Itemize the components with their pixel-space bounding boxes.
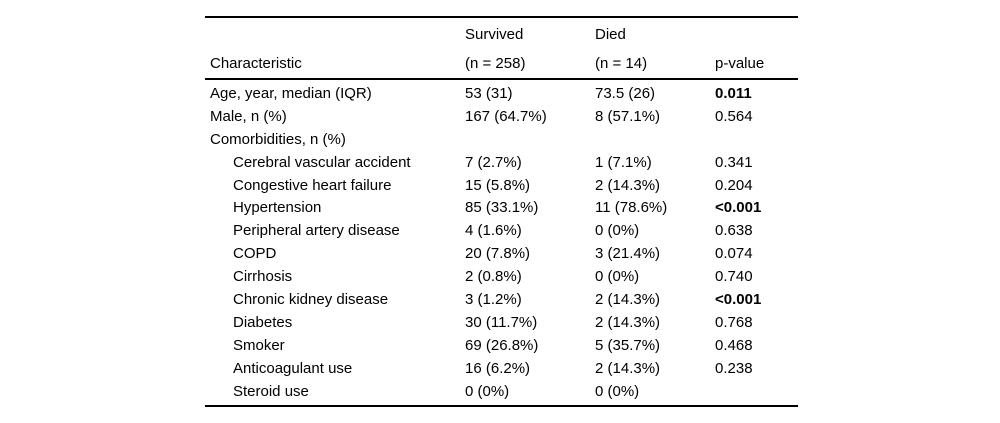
header-spacer (715, 20, 798, 49)
table-row: Hypertension 85 (33.1%) 11 (78.6%) <0.001 (205, 197, 798, 220)
p-value-cell: 0.740 (715, 268, 753, 286)
row-label-cell: Peripheral artery disease (233, 222, 400, 240)
table-row: COPD 20 (7.8%) 3 (21.4%) 0.074 (205, 243, 798, 266)
row-label-cell: Cerebral vascular accident (233, 153, 411, 171)
died-value-cell: 0 (0%) (595, 222, 640, 240)
clinical-outcomes-table: Characteristic Survived (n = 258) Died (… (205, 16, 798, 408)
row-label-cell: Congestive heart failure (233, 176, 392, 194)
table-row: Chronic kidney disease 3 (1.2%) 2 (14.3%) <… (205, 289, 798, 312)
header-spacer (210, 20, 465, 49)
header-survived-cell: Survived (n = 258) (465, 20, 595, 78)
table-row: Steroid use 0 (0%) 0 (0%) (205, 381, 798, 404)
survived-value-cell: 30 (11.7%) (465, 313, 538, 331)
died-value-cell: 5 (35.7%) (595, 336, 661, 354)
p-value-cell: 0.768 (715, 313, 753, 331)
row-label-cell: Steroid use (233, 382, 309, 400)
survived-value-cell: 16 (6.2%) (465, 359, 531, 377)
survived-value-cell: 69 (26.8%) (465, 336, 539, 354)
died-value-cell: 11 (78.6%) (595, 199, 668, 217)
column-header-survived-n: (n = 258) (465, 55, 526, 72)
survived-value-cell: 7 (2.7%) (465, 153, 522, 171)
table-row: Age, year, median (IQR) 53 (31) 73.5 (26) 0… (205, 83, 798, 106)
p-value-cell: 0.074 (715, 245, 753, 263)
row-label-cell: Anticoagulant use (233, 359, 353, 377)
table-header: Characteristic Survived (n = 258) Died (… (205, 18, 798, 78)
header-died-cell: Died (n = 14) (595, 20, 715, 78)
header-pvalue-cell: p-value (715, 20, 798, 78)
died-value-cell: 0 (0%) (595, 382, 640, 400)
table-row: Anticoagulant use 16 (6.2%) 2 (14.3%) 0.238 (205, 358, 798, 381)
survived-value-cell: 20 (7.8%) (465, 245, 531, 263)
p-value-cell: 0.341 (715, 153, 753, 171)
table-row: Diabetes 30 (11.7%) 2 (14.3%) 0.768 (205, 312, 798, 335)
table-row: Congestive heart failure 15 (5.8%) 2 (14.3… (205, 175, 798, 198)
died-value-cell: 2 (14.3%) (595, 359, 661, 377)
died-value-cell: 3 (21.4%) (595, 245, 661, 263)
p-value-cell: <0.001 (715, 199, 762, 217)
column-header-pvalue: p-value (715, 55, 765, 72)
survived-value-cell: 15 (5.8%) (465, 176, 531, 194)
column-header-characteristic: Characteristic (210, 55, 302, 72)
column-header-died: Died (595, 26, 626, 43)
p-value-cell: 0.011 (715, 85, 752, 102)
died-value-cell: 8 (57.1%) (595, 107, 661, 125)
column-header-survived: Survived (465, 26, 524, 43)
row-label-cell: Comorbidities, n (%) (210, 130, 346, 148)
died-value-cell: 2 (14.3%) (595, 176, 661, 194)
p-value-cell: 0.564 (715, 107, 753, 125)
header-characteristic-cell: Characteristic (205, 20, 465, 78)
p-value-cell: 0.638 (715, 222, 753, 240)
p-value-cell (715, 129, 798, 152)
p-value-cell: 0.238 (715, 359, 753, 377)
table-body: Age, year, median (IQR) 53 (31) 73.5 (26) 0… (205, 80, 798, 405)
p-value-cell: 0.204 (715, 176, 753, 194)
died-value-cell: 2 (14.3%) (595, 313, 661, 331)
table-row: Cirrhosis 2 (0.8%) 0 (0%) 0.740 (205, 266, 798, 289)
p-value-cell: <0.001 (715, 291, 762, 309)
survived-value-cell: 0 (0%) (465, 382, 510, 400)
row-label-cell: Diabetes (233, 313, 293, 331)
table-bottom-rule (205, 405, 798, 408)
survived-value-cell: 53 (31) (465, 85, 513, 102)
survived-value-cell: 3 (1.2%) (465, 291, 522, 309)
p-value-cell: 0.468 (715, 336, 753, 354)
row-label-cell: Male, n (%) (210, 107, 287, 125)
died-value-cell: 73.5 (26) (595, 85, 656, 102)
table-row: Peripheral artery disease 4 (1.6%) 0 (0%) 0… (205, 220, 798, 243)
table-row: Smoker 69 (26.8%) 5 (35.7%) 0.468 (205, 335, 798, 358)
row-label-cell: Hypertension (233, 199, 322, 217)
table-top-rule (205, 16, 798, 18)
row-label-cell: Smoker (233, 336, 285, 354)
row-label-cell: Age, year, median (IQR) (210, 85, 372, 102)
row-label-cell: COPD (233, 245, 277, 263)
survived-value-cell: 167 (64.7%) (465, 107, 547, 125)
table-header-rule (205, 78, 798, 80)
survived-value-cell: 2 (0.8%) (465, 268, 522, 286)
table-row: Cerebral vascular accident 7 (2.7%) 1 (7.1… (205, 152, 798, 175)
survived-value-cell (465, 129, 595, 152)
table-row: Male, n (%) 167 (64.7%) 8 (57.1%) 0.564 (205, 106, 798, 129)
died-value-cell (595, 129, 715, 152)
died-value-cell: 0 (0%) (595, 268, 640, 286)
died-value-cell: 2 (14.3%) (595, 291, 661, 309)
p-value-cell (715, 381, 798, 404)
column-header-died-n: (n = 14) (595, 55, 648, 72)
survived-value-cell: 4 (1.6%) (465, 222, 522, 240)
table-row: Comorbidities, n (%) (205, 129, 798, 152)
survived-value-cell: 85 (33.1%) (465, 199, 539, 217)
row-label-cell: Cirrhosis (233, 268, 293, 286)
died-value-cell: 1 (7.1%) (595, 153, 652, 171)
row-label-cell: Chronic kidney disease (233, 291, 389, 309)
